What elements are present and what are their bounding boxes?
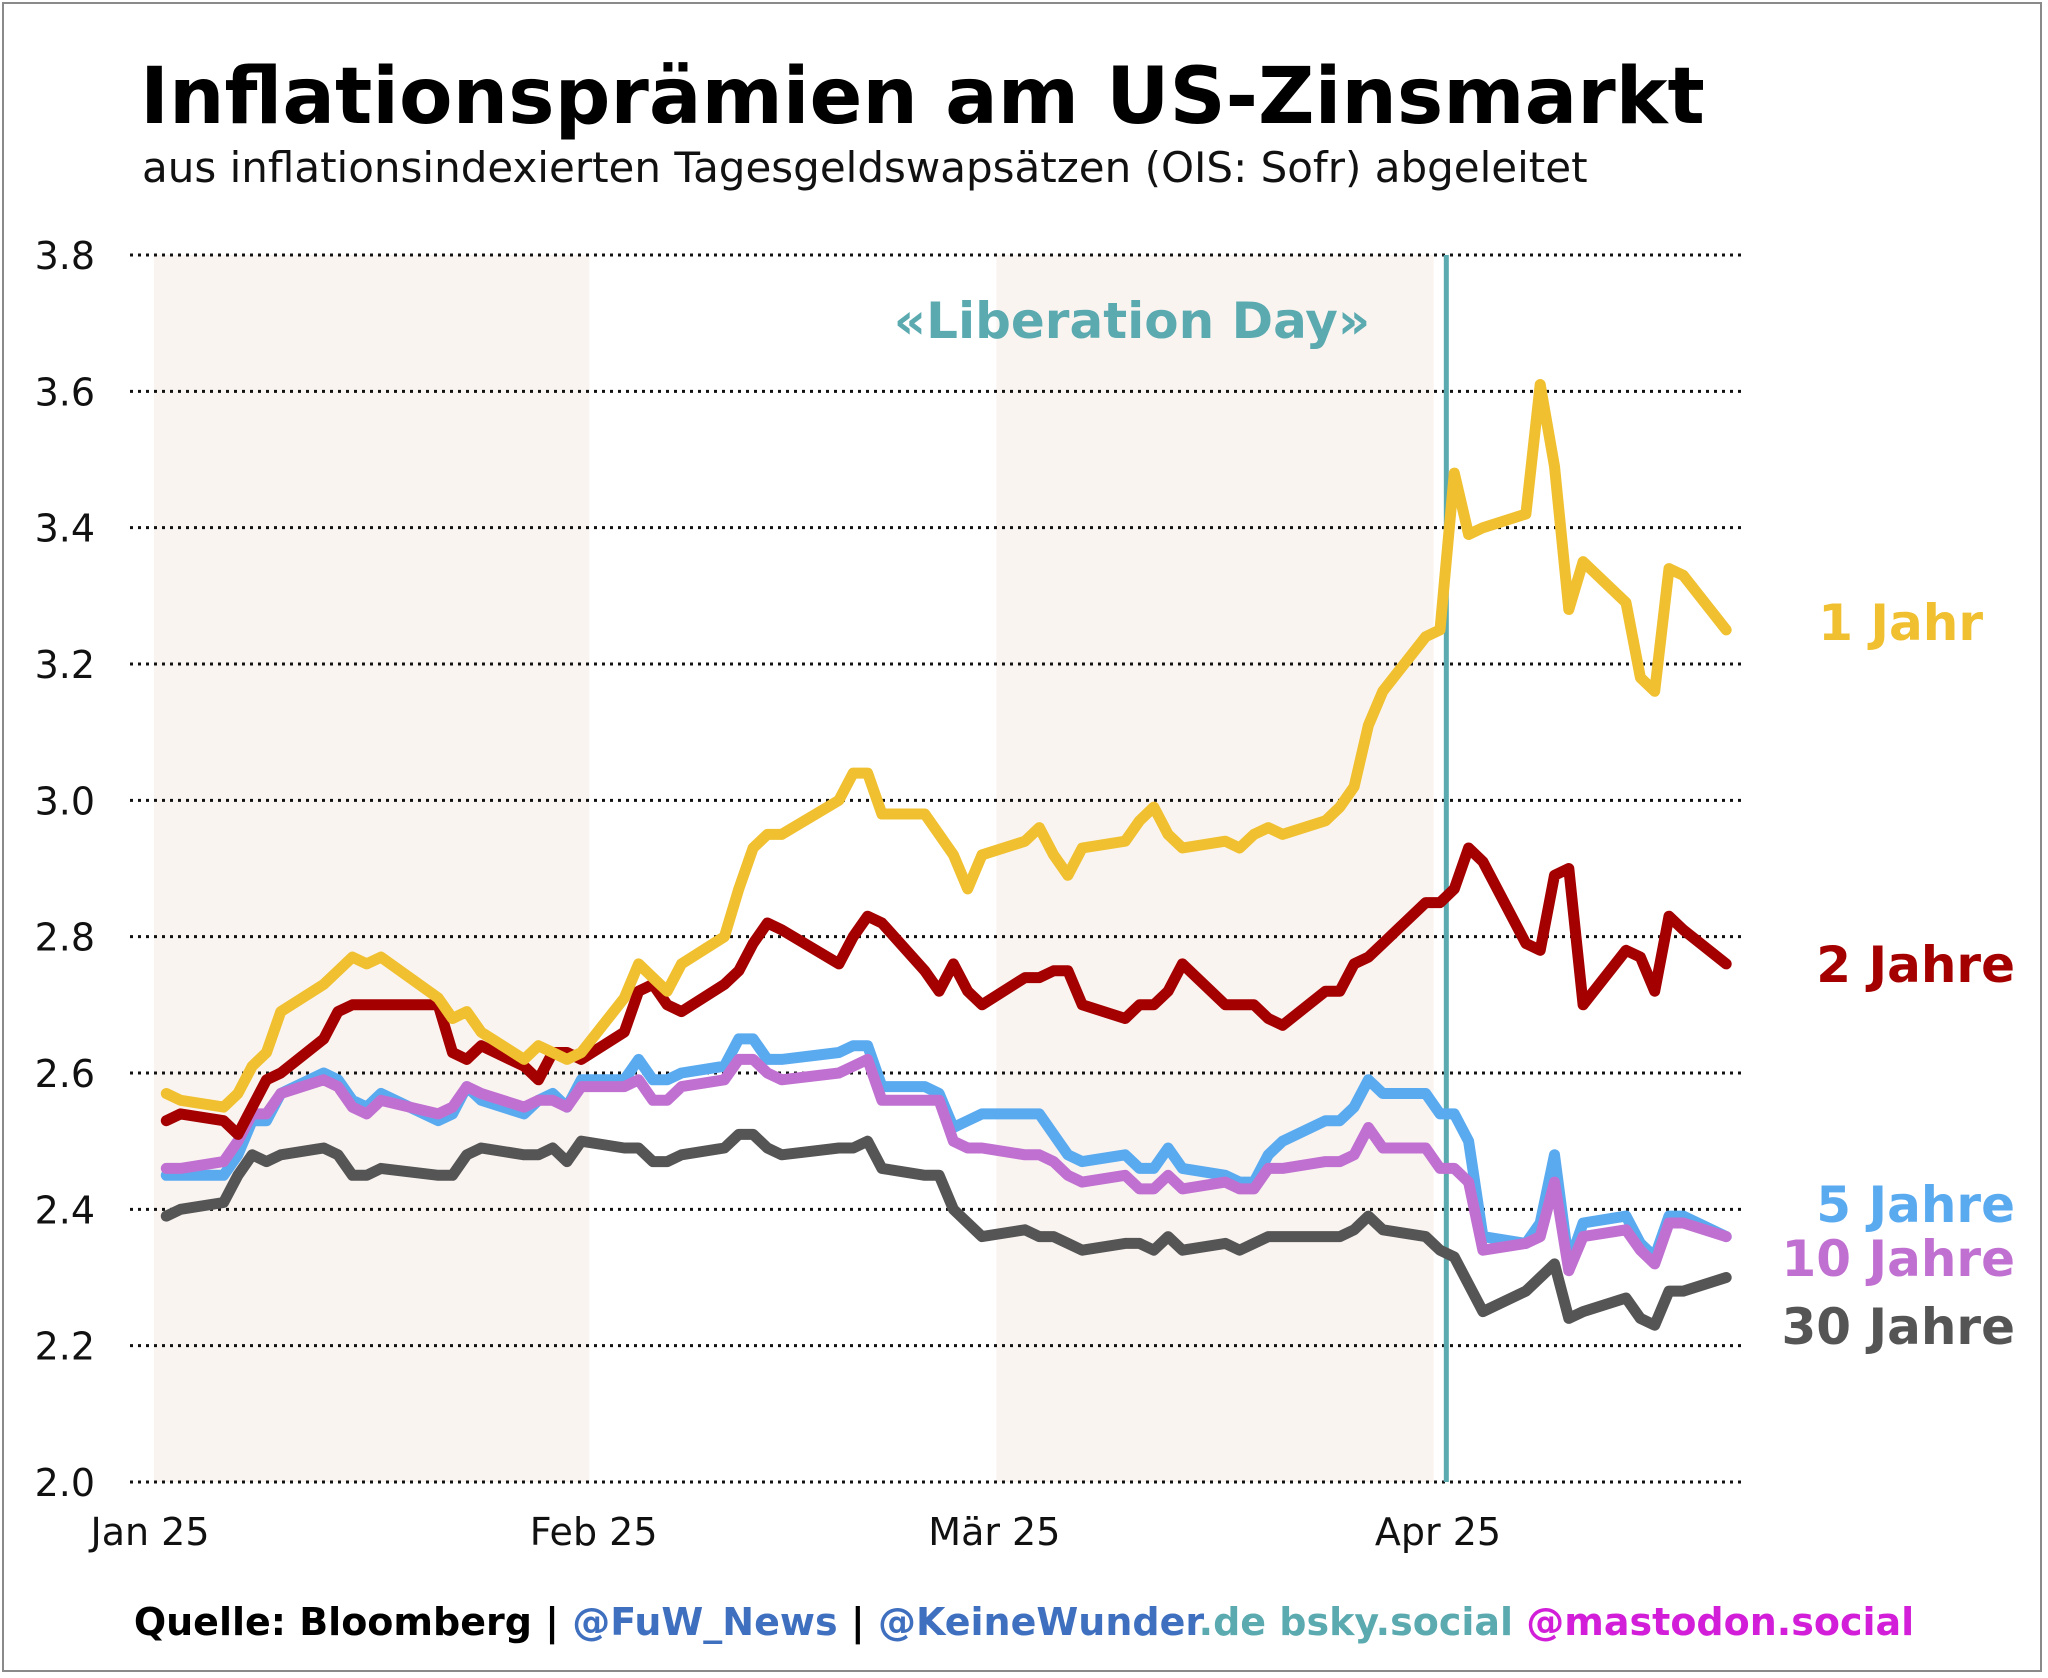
series-label: 10 Jahre xyxy=(1782,1230,2016,1288)
footer-credits: Quelle: Bloomberg | @FuW_News | @KeineWu… xyxy=(0,1600,2048,1644)
x-tick-label: Mär 25 xyxy=(928,1510,1060,1554)
annotation-layer: «Liberation Day» xyxy=(894,255,1449,1482)
series-label: 1 Jahr xyxy=(1818,594,1983,652)
shaded-periods xyxy=(154,255,1434,1482)
y-tick-label: 3.8 xyxy=(35,234,95,278)
y-tick-label: 3.6 xyxy=(35,370,95,414)
y-tick-label: 3.2 xyxy=(35,643,95,687)
series-label: 5 Jahre xyxy=(1816,1176,2015,1234)
footer-handle-bsky[interactable]: .de bsky.social xyxy=(1198,1600,1514,1644)
y-tick-label: 2.8 xyxy=(35,916,95,960)
y-tick-label: 2.0 xyxy=(35,1461,95,1505)
series-line-1-jahr xyxy=(160,379,1732,1113)
footer-handle-fuw[interactable]: @FuW_News xyxy=(572,1600,838,1644)
series-label: 2 Jahre xyxy=(1816,936,2015,994)
footer-source: Quelle: Bloomberg xyxy=(133,1600,532,1644)
chart-title: Inflationsprämien am US-Zinsmarkt xyxy=(140,52,1705,142)
y-axis-ticks: 2.0 2.2 2.4 2.6 2.8 3.0 3.2 3.4 3.6 3.8 xyxy=(35,234,95,1505)
y-tick-label: 2.2 xyxy=(35,1325,95,1369)
series-line-30-jahre xyxy=(160,1128,1732,1331)
series-line-5-jahre xyxy=(160,1033,1732,1270)
y-tick-label: 2.4 xyxy=(35,1188,95,1232)
chart-subtitle: aus inflationsindexierten Tagesgeldswaps… xyxy=(142,143,1588,192)
footer-handle-keinewunder[interactable]: @KeineWunder xyxy=(877,1600,1199,1644)
series-line-10-jahre xyxy=(160,1053,1732,1277)
y-tick-label: 3.4 xyxy=(35,507,95,551)
y-tick-label: 3.0 xyxy=(35,779,95,823)
x-tick-label: Apr 25 xyxy=(1375,1510,1501,1554)
footer-separator: | xyxy=(531,1600,573,1644)
shaded-period xyxy=(154,255,590,1482)
series-label: 30 Jahre xyxy=(1782,1298,2016,1356)
series-line-2-jahre xyxy=(160,842,1732,1140)
x-tick-label: Feb 25 xyxy=(530,1510,658,1554)
footer-handle-mastodon[interactable]: @mastodon.social xyxy=(1526,1600,1915,1644)
liberation-day-label: «Liberation Day» xyxy=(894,292,1370,350)
x-tick-label: Jan 25 xyxy=(88,1510,209,1554)
y-tick-label: 2.6 xyxy=(35,1052,95,1096)
series-lines xyxy=(160,379,1732,1331)
footer-separator: | xyxy=(837,1600,878,1644)
x-axis-ticks: Jan 25 Feb 25 Mär 25 Apr 25 xyxy=(88,1510,1501,1554)
